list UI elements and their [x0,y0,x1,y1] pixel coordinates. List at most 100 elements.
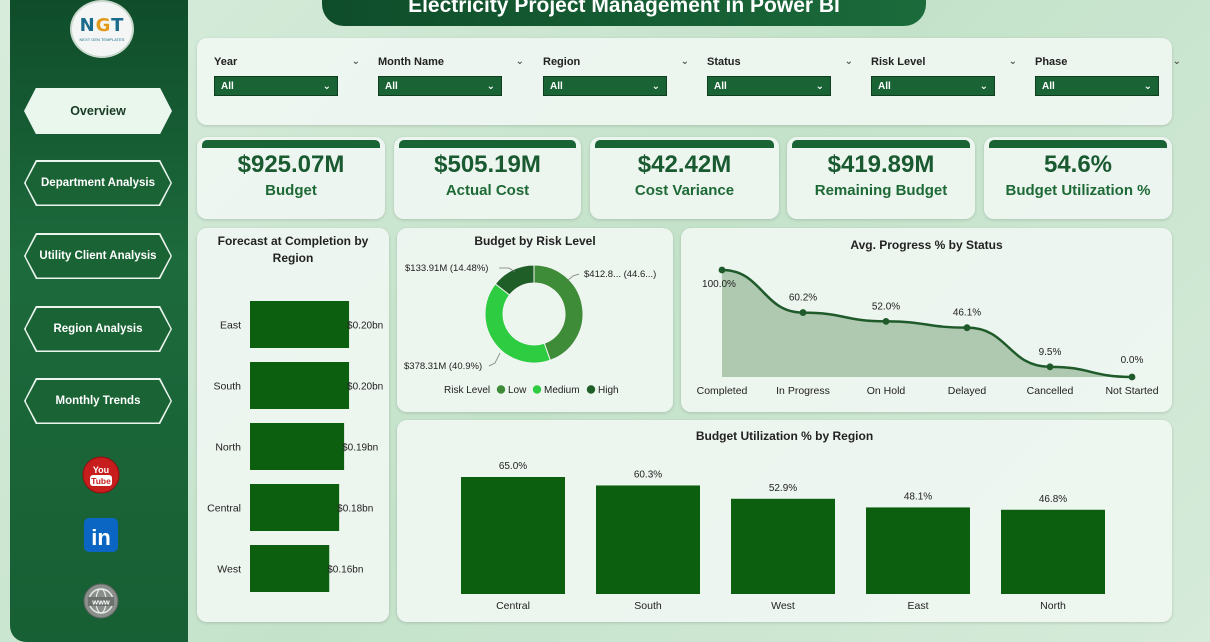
data-label: 52.9% [769,483,797,494]
youtube-icon[interactable]: You Tube [82,456,120,494]
chevron-down-icon: ⌄ [322,80,331,92]
logo-text: NGT [79,14,125,36]
chevron-down-icon: ⌄ [486,80,495,92]
filter-status[interactable]: Status ⌄ All ⌄ [707,56,853,96]
filter-year[interactable]: Year ⌄ All ⌄ [214,56,360,96]
legend-label: Low [508,385,527,396]
slice-label-low: $412.8... (44.6...) [584,269,656,280]
category-label: Central [207,503,241,515]
filter-risk-level[interactable]: Risk Level ⌄ All ⌄ [871,56,1017,96]
series-line [721,268,1133,379]
kpi-card-cost-variance: $42.42M Cost Variance [590,137,779,219]
data-label: 65.0% [499,461,527,472]
nav-overview[interactable]: Overview [24,88,172,134]
bar [866,507,970,594]
slice-label-high: $133.91M (14.48%) [405,263,488,274]
filter-value: All [1042,80,1055,92]
kpi-label: Budget Utilization % [1005,182,1151,199]
chevron-down-icon: ⌄ [979,80,988,92]
data-label: 46.8% [1039,494,1067,505]
chevron-down-icon[interactable]: ⌄ [1008,56,1017,67]
legend-marker-low [496,385,506,394]
filter-dropdown[interactable]: All ⌄ [871,76,995,96]
chevron-down-icon[interactable]: ⌄ [515,56,524,67]
progress-area-chart: 100.0% Completed 60.2% In Progress 52.0% On H… [697,266,1159,397]
filter-dropdown[interactable]: All ⌄ [214,76,338,96]
page-title: Electricity Project Management in Power … [322,0,926,26]
category-label: West [771,600,795,612]
chevron-down-icon[interactable]: ⌄ [680,56,689,67]
chevron-down-icon[interactable]: ⌄ [844,56,853,67]
data-label: 48.1% [904,491,932,502]
data-point [882,317,890,325]
filter-value: All [714,80,727,92]
donut-slice-medium [484,283,551,364]
filter-value: All [385,80,398,92]
kpi-value: $925.07M [237,151,345,178]
data-label: $0.18bn [337,504,373,515]
category-label: East [220,320,241,332]
ngt-logo[interactable]: NGT NEXT GEN TEMPLATES [70,0,134,58]
nav-department-analysis[interactable]: Department Analysis [24,160,172,206]
data-label: $0.20bn [347,382,383,393]
data-point [799,309,807,316]
legend-label: High [598,385,619,396]
legend-label: Medium [544,385,580,396]
kpi-value: $505.19M [434,151,541,178]
forecast-chart-card: Forecast at Completion by Region East $0.… [197,228,389,622]
chevron-down-icon[interactable]: ⌄ [1172,56,1181,67]
website-icon[interactable]: www [82,582,120,620]
filter-panel [197,38,1172,125]
chevron-down-icon: ⌄ [815,80,824,92]
svg-text:Tube: Tube [91,476,111,486]
area-fill [722,270,1132,377]
filter-label: Month Name [378,56,444,68]
filter-label: Phase [1035,56,1068,68]
nav-region-analysis[interactable]: Region Analysis [24,306,172,352]
data-label: 52.0% [872,301,900,312]
data-point [1128,373,1136,381]
data-label: 100.0% [702,279,736,290]
filter-label: Region [543,56,581,68]
sidebar: NGT NEXT GEN TEMPLATES Overview Departme… [10,0,188,642]
filter-phase[interactable]: Phase ⌄ All ⌄ [1035,56,1181,96]
chevron-down-icon[interactable]: ⌄ [351,56,360,67]
filter-dropdown[interactable]: All ⌄ [543,76,667,96]
filter-dropdown[interactable]: All ⌄ [707,76,831,96]
nav-monthly-trends[interactable]: Monthly Trends [24,378,172,424]
data-label: 46.1% [953,308,981,319]
category-label: West [217,564,241,576]
bar [1001,509,1105,594]
data-label: $0.19bn [342,443,378,454]
leader-line [566,273,580,282]
filter-dropdown[interactable]: All ⌄ [378,76,502,96]
nav-label: Overview [70,104,126,118]
utilization-bar-chart: 65.0% Central 60.3% South 52.9% West 48.1% East… [461,461,1105,612]
progress-chart-card: Avg. Progress % by Status 100.0% Complete… [681,228,1172,412]
kpi-label: Remaining Budget [814,182,948,199]
legend-marker-medium [532,385,542,394]
data-label: 60.2% [789,293,817,304]
bar [596,485,700,594]
legend-title: Risk Level [444,385,490,396]
filter-dropdown[interactable]: All ⌄ [1035,76,1159,96]
chart-title: Budget by Risk Level [474,234,596,248]
category-label: North [215,442,241,454]
filter-month-name[interactable]: Month Name ⌄ All ⌄ [378,56,524,96]
filter-label: Status [707,56,741,68]
linkedin-icon[interactable]: in [82,516,120,554]
chart-title: Budget Utilization % by Region [695,429,874,443]
chart-title: Forecast at Completion by Region [217,234,369,265]
kpi-card-actual-cost: $505.19M Actual Cost [394,137,581,219]
category-label: East [907,600,928,612]
kpi-card-budget: $925.07M Budget [197,137,385,219]
kpi-label: Actual Cost [445,182,530,199]
kpi-label: Budget [265,182,317,199]
nav-utility-client-analysis[interactable]: Utility Client Analysis [24,233,172,279]
bar [250,423,345,470]
bar [250,545,330,592]
category-label: South [214,381,242,393]
filter-region[interactable]: Region ⌄ All ⌄ [543,56,689,96]
bar [250,362,350,409]
nav-label: Department Analysis [41,177,155,189]
